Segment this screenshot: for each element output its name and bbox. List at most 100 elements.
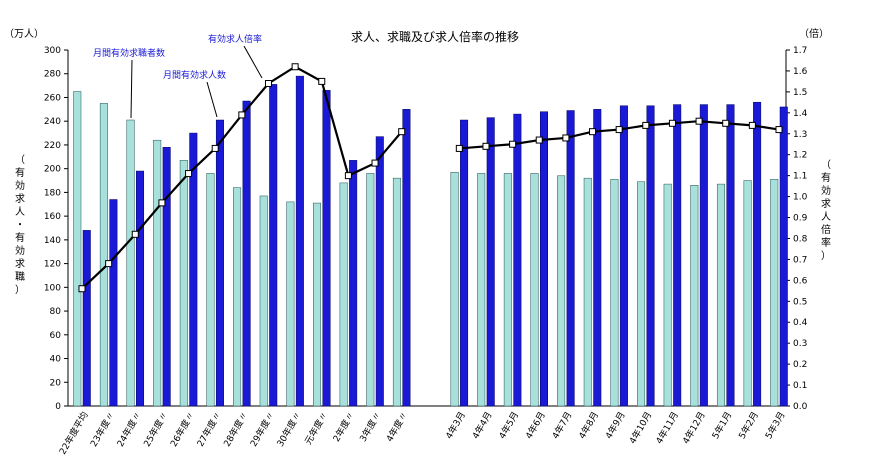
left-axis: 0 20 40 60 80 100 120 140 160 180 200 220 240 260 280 3… (44, 46, 68, 412)
bar-openings (460, 119, 469, 407)
bar-jobseekers (392, 177, 401, 407)
bar-jobseekers (99, 103, 108, 407)
category-label: 27年度〃 (194, 410, 224, 449)
category-labels: 22年度平均23年度〃24年度〃25年度〃26年度〃27年度〃28年度〃29年度… (56, 409, 787, 456)
bar-openings (673, 104, 682, 407)
right-axis-unit: （倍） (799, 27, 829, 40)
bar-openings (349, 160, 358, 407)
ratio-point (722, 119, 730, 127)
right-axis-label-char: 人 (821, 211, 831, 223)
ratio-point (291, 63, 299, 71)
bar-jobseekers (259, 195, 268, 407)
category-label: 23年度〃 (88, 410, 118, 449)
left-axis-label-char: ） (15, 284, 25, 296)
right-tick-label: 0.2 (793, 360, 807, 370)
left-axis-label-char: 求 (15, 193, 25, 205)
left-axis-label-char: 人 (15, 206, 25, 218)
right-tick-label: 1.5 (793, 88, 807, 98)
annotation-jobseekers: 月間有効求職者数 (93, 47, 165, 59)
left-tick-label: 200 (44, 165, 61, 175)
bar-jobseekers (233, 187, 242, 407)
bar-openings (162, 147, 171, 407)
category-label: 4年10月 (626, 410, 654, 446)
left-tick-label: 280 (44, 70, 61, 80)
category-label: 22年度平均 (56, 410, 90, 457)
right-tick-label: 1.7 (793, 46, 807, 56)
category-label: 4年5月 (496, 410, 521, 442)
left-tick-label: 220 (44, 141, 61, 151)
annotation-jobseekers-pointer (130, 59, 133, 119)
category-label: 26年度〃 (168, 410, 198, 449)
left-axis-label-char: 職 (15, 271, 25, 283)
bar-jobseekers (557, 175, 566, 407)
ratio-point (264, 80, 272, 88)
bar-jobseekers (477, 173, 486, 407)
annotation-ratio-pointer (243, 45, 263, 79)
left-tick-label: 180 (44, 188, 61, 198)
bar-jobseekers (716, 183, 725, 407)
bar-jobseekers (153, 139, 162, 407)
left-tick-label: 240 (44, 117, 61, 127)
left-tick-label: 140 (44, 236, 61, 246)
category-label: 5年1月 (709, 410, 734, 442)
right-tick-label: 1.4 (793, 109, 808, 119)
category-label: 4年12月 (680, 410, 708, 446)
right-axis: 0.0 0.1 0.2 0.3 0.4 0.5 0.6 0.7 0.8 0.9 1.0 1.1 1.2 1… (786, 46, 808, 412)
right-tick-label: 0.3 (793, 339, 807, 349)
bar-openings (513, 113, 522, 407)
annotations: 月間有効求職者数 月間有効求人数 有効求人倍率 (93, 33, 263, 119)
ratio-point (562, 134, 570, 142)
bar-openings (136, 170, 145, 407)
right-axis-label-char: 率 (821, 236, 831, 249)
ratio-point (185, 170, 193, 178)
category-label: 元年度〃 (302, 410, 330, 447)
bar-jobseekers (743, 180, 752, 407)
right-axis-label-char: 倍 (821, 223, 831, 236)
bar-openings (215, 119, 224, 407)
bar-jobseekers (313, 202, 322, 407)
bar-jobseekers (637, 181, 646, 407)
bar-openings (295, 75, 304, 407)
bar-openings (779, 106, 788, 407)
right-axis-label-char: 求 (821, 198, 831, 210)
category-label: 28年度〃 (221, 410, 251, 449)
category-label: 5年2月 (736, 410, 761, 442)
ratio-point (158, 199, 166, 207)
right-tick-label: 0.6 (793, 276, 808, 286)
bar-openings (82, 230, 91, 407)
ratio-point (775, 126, 783, 134)
bar-openings (753, 101, 762, 407)
bar-jobseekers (126, 119, 135, 407)
bar-openings (726, 104, 735, 407)
ratio-point (211, 144, 219, 152)
bar-openings (539, 111, 548, 407)
bar-openings (619, 105, 628, 407)
ratio-point (78, 285, 86, 293)
right-tick-label: 1.1 (793, 172, 807, 182)
bar-jobseekers (73, 91, 82, 407)
ratio-point (615, 126, 623, 134)
left-tick-label: 20 (50, 378, 62, 388)
category-label: 25年度〃 (141, 410, 171, 449)
category-label: 4年度〃 (384, 410, 411, 444)
bar-openings (402, 109, 411, 407)
ratio-point (695, 117, 703, 125)
annotation-openings-pointer (206, 81, 218, 118)
bar-openings (566, 110, 575, 407)
bar-jobseekers (503, 173, 512, 407)
category-label: 4年4月 (469, 409, 494, 441)
left-tick-label: 160 (44, 212, 61, 222)
right-tick-label: 0.0 (793, 402, 808, 412)
left-tick-label: 80 (50, 307, 62, 317)
bar-openings (322, 90, 331, 407)
category-label: 30年度〃 (274, 410, 304, 449)
left-axis-unit: （万人） (4, 28, 44, 40)
bar-jobseekers (583, 177, 592, 407)
right-tick-label: 0.5 (793, 297, 807, 307)
bar-openings (269, 84, 278, 407)
right-axis-label: （有効求人倍率） (821, 159, 831, 262)
left-axis-label-char: 求 (15, 258, 25, 270)
category-label: 4年11月 (653, 410, 681, 446)
left-tick-label: 300 (44, 46, 61, 56)
bar-jobseekers (690, 185, 699, 407)
